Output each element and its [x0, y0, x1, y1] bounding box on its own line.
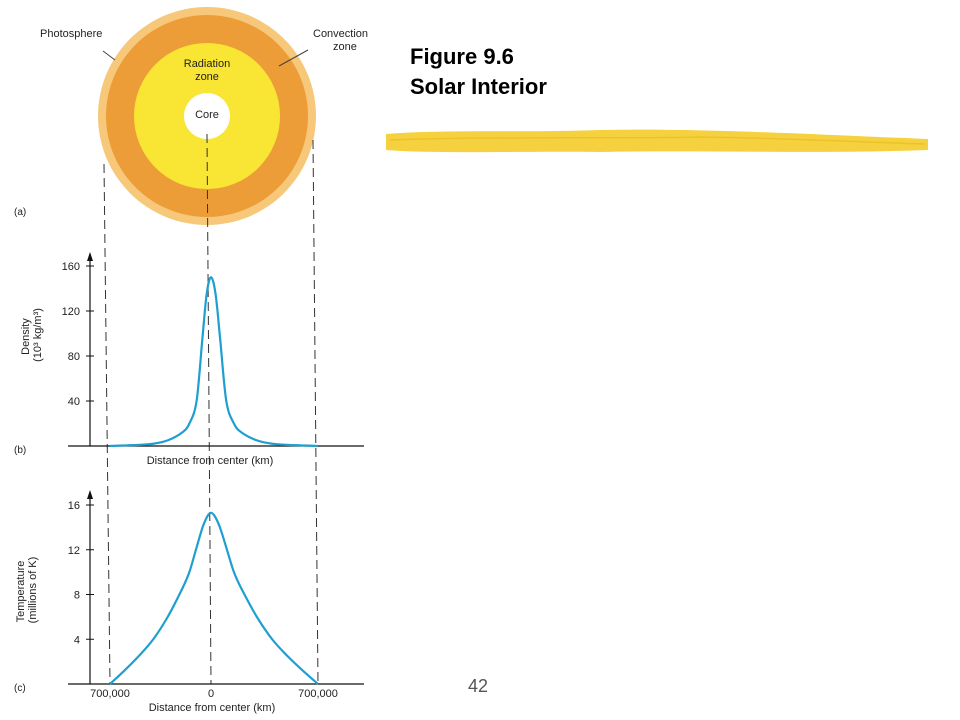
page-number: 42: [468, 676, 489, 696]
convection-pointer: [278, 49, 309, 67]
panel-c-label: (c): [14, 683, 26, 694]
x-tick-label: 700,000: [298, 688, 338, 700]
temperature-y-axis-label: Temperature (millions of K): [15, 557, 39, 624]
slide-title: Figure 9.6 Solar Interior: [410, 42, 547, 102]
y-tick-label: 80: [68, 351, 80, 363]
density-y-axis-label: Density (10³ kg/m³): [20, 308, 44, 362]
convection-label-line2: zone: [333, 41, 357, 53]
temperature-x-axis-label: Distance from center (km): [149, 702, 276, 714]
temperature-curve: [109, 511, 319, 685]
density-y-arrow: [87, 252, 93, 261]
photosphere-label: Photosphere: [40, 28, 102, 40]
temperature-chart: 16 12 8 4 700,000 0 700,000 Distance from cen…: [14, 490, 364, 714]
y-tick-label: 4: [74, 634, 80, 646]
sun-cross-section: Photosphere Convection zone Radiation zo…: [14, 7, 368, 225]
radiation-label-line2: zone: [195, 71, 219, 83]
density-curve: [109, 276, 319, 448]
x-tick-label: 0: [208, 688, 214, 700]
core-label: Core: [195, 109, 219, 121]
temperature-x-ticks: 700,000 0 700,000: [90, 688, 338, 700]
projection-lines: [103, 133, 319, 685]
temperature-y-ticks: 16 12 8 4: [68, 500, 94, 646]
convection-label-line1: Convection: [313, 28, 368, 40]
density-axes: [68, 254, 364, 447]
density-x-axis-label: Distance from center (km): [147, 455, 274, 467]
temperature-y-arrow: [87, 490, 93, 499]
figure-caption: Solar Interior: [410, 74, 547, 99]
figure-number: Figure 9.6: [410, 44, 514, 69]
core-layer: [184, 93, 230, 139]
panel-a-label: (a): [14, 207, 26, 218]
panel-b-label: (b): [14, 445, 26, 456]
y-tick-label: 12: [68, 545, 80, 557]
radiation-label-line1: Radiation: [184, 58, 230, 70]
temperature-axes: [68, 492, 364, 685]
y-tick-label: 40: [68, 396, 80, 408]
photosphere-pointer: [102, 50, 116, 61]
density-chart: 160 120 80 40 Distance from center (km) Den…: [14, 252, 364, 467]
y-tick-label: 120: [62, 306, 80, 318]
y-tick-label: 160: [62, 261, 80, 273]
y-tick-label: 8: [74, 590, 80, 602]
density-y-ticks: 160 120 80 40: [62, 261, 94, 408]
y-tick-label: 16: [68, 500, 80, 512]
highlighter-stroke: [386, 129, 928, 153]
x-tick-label: 700,000: [90, 688, 130, 700]
